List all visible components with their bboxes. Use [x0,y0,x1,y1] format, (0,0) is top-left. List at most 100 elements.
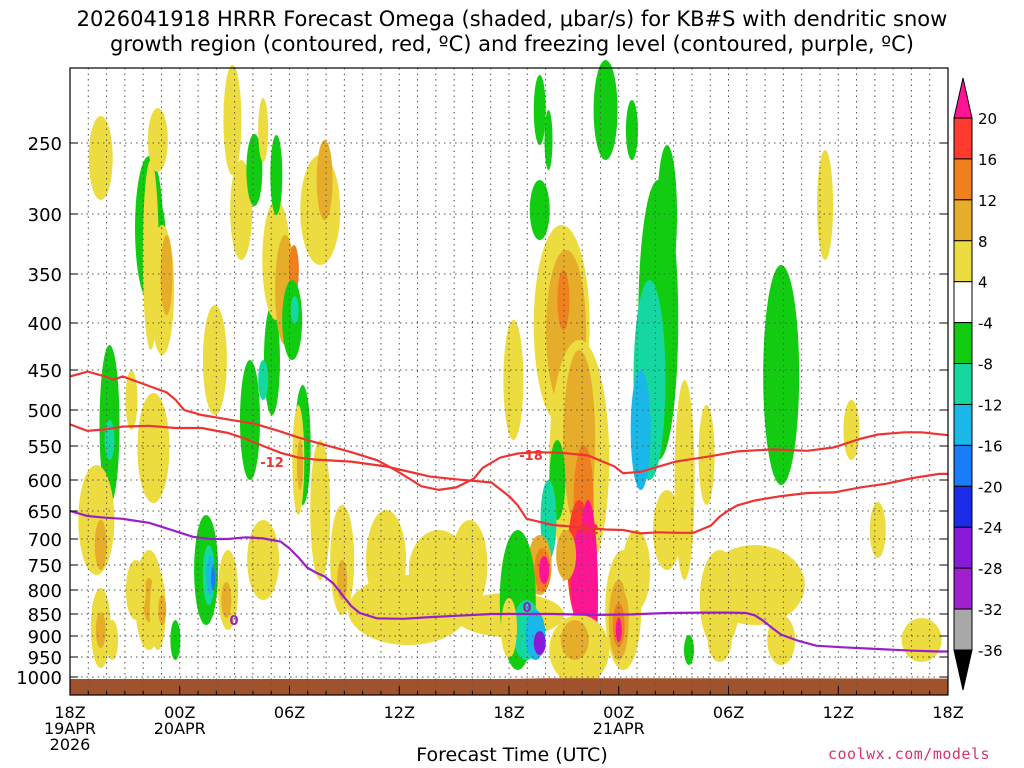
red-contour-line [69,370,949,492]
omega-blob [539,556,550,584]
y-tick-label: 1000 [16,668,62,689]
x-tick-label: 2026 [50,735,91,754]
temperature-contours: -12 -18 -12 0 0 [69,370,949,653]
y-tick-label: 750 [28,556,62,577]
omega-blob [817,150,834,260]
colorbar-swatch [953,240,973,283]
omega-blob [657,145,678,285]
omega-blob [451,520,488,610]
colorbar-swatch [953,485,973,528]
contour-label-neg12-a: -12 [260,456,284,471]
omega-blob [683,635,694,665]
colorbar-level-label: 12 [978,192,997,210]
omega-blob [239,360,260,480]
omega-blob [160,235,173,315]
omega-blob [556,530,577,580]
y-tick-label: 550 [28,437,62,458]
omega-blob [297,440,304,490]
x-tick-label: 18Z [493,703,524,722]
omega-blob [593,60,618,160]
colorbar-swatch [953,158,973,201]
colorbar-swatch [953,526,973,569]
omega-blob [560,620,589,660]
y-tick-label: 350 [28,265,62,286]
colorbar-swatch [953,117,973,160]
omega-blob [125,560,146,620]
x-tick-label: 19APR [44,719,96,738]
y-tick-label: 650 [28,502,62,523]
omega-blob [247,520,280,600]
omega-blob [767,615,796,665]
colorbar-level-label: 4 [978,274,988,292]
colorbar-swatch [953,199,973,242]
omega-blob [88,116,113,200]
y-tick-label: 300 [28,205,62,226]
red-contour-line [69,423,948,535]
omega-blob [125,370,138,430]
colorbar-swatch [953,608,973,651]
colorbar-bottom-arrow [953,649,973,691]
colorbar-top-arrow [953,77,973,119]
colorbar-level-label: -28 [978,560,1003,578]
omega-blob [211,566,216,590]
omega-blob [170,620,181,660]
y-tick-label: 700 [28,530,62,551]
x-tick-label: 18Z [54,703,85,722]
chart-title-line1: 2026041918 HRRR Forecast Omega (shaded, … [76,7,948,31]
x-axis-label: Forecast Time (UTC) [416,744,608,766]
contour-label-zero-a: 0 [229,614,238,629]
omega-blob [533,631,546,655]
colorbar-level-label: -12 [978,396,1003,414]
y-tick-label: 800 [28,581,62,602]
x-tick-label: 12Z [823,703,854,722]
omega-blob [843,400,860,460]
y-tick-label: 500 [28,401,62,422]
omega-blob [869,502,886,558]
omega-blob [901,618,942,662]
grid-lines [70,68,948,695]
y-tick-label: 250 [28,134,62,155]
x-tick-label: 12Z [384,703,415,722]
omega-blob [630,370,651,490]
omega-blob [533,75,546,145]
colorbar-level-label: -16 [978,437,1003,455]
omega-blob [223,65,242,175]
colorbar-swatch [953,281,973,324]
colorbar-level-label: 20 [978,110,997,128]
colorbar-level-label: -4 [978,315,993,333]
colorbar-level-label: 8 [978,233,988,251]
omega-blob [503,320,524,440]
x-tick-label: 20APR [154,719,206,738]
omega-blob [142,160,159,350]
omega-blob [622,530,651,610]
omega-blob [94,520,107,570]
colorbar-level-label: -24 [978,519,1003,537]
omega-blob [316,140,333,220]
x-tick-label: 06Z [713,703,744,722]
y-tick-label: 400 [28,314,62,335]
omega-blob [230,160,253,260]
omega-blob [529,180,550,240]
omega-blob [258,360,269,400]
colorbar-level-label: -20 [978,478,1003,496]
x-tick-label: 00Z [164,703,195,722]
y-tick-label: 450 [28,361,62,382]
colorbar-swatch [953,322,973,365]
omega-blob [147,108,168,172]
y-axis-ticks: 2503003504004505005506006507007508008509… [16,134,948,689]
chart-title-line2: growth region (contoured, red, ºC) and f… [110,32,914,56]
freezing-level-line [69,509,948,653]
colorbar-level-label: 16 [978,151,997,169]
omega-blob [763,265,800,485]
colorbar-swatch [953,363,973,405]
colorbar-level-label: -32 [978,601,1003,619]
omega-blob [310,440,331,580]
omega-blob [707,618,732,662]
contour-label-neg18: -18 [519,449,543,464]
omega-blob [95,612,106,648]
y-tick-label: 600 [28,471,62,492]
colorbar-level-label: -36 [978,642,1003,660]
colorbar-level-label: -8 [978,356,993,374]
